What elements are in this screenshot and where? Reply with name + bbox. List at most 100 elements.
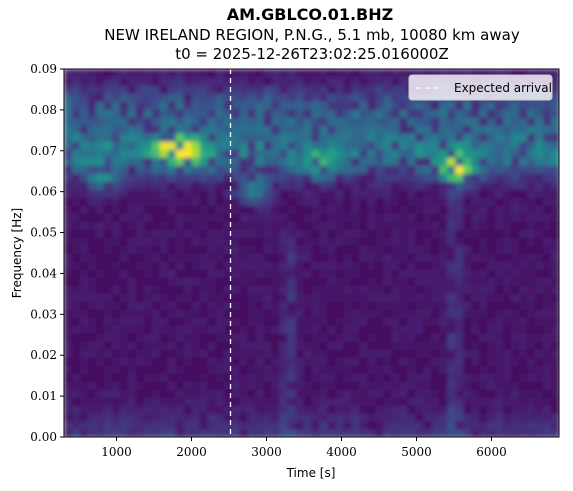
heatmap-cell [295, 77, 305, 86]
heatmap-cell [95, 133, 105, 142]
heatmap-cell [111, 213, 121, 222]
heatmap-cell [79, 277, 89, 286]
heatmap-cell [223, 109, 233, 118]
heatmap-cell [543, 197, 552, 206]
heatmap-cell [215, 381, 225, 390]
heatmap-cell [111, 325, 121, 334]
heatmap-cell [431, 109, 441, 118]
heatmap-cell [199, 309, 209, 318]
heatmap-cell [391, 157, 401, 166]
heatmap-cell [319, 365, 329, 374]
heatmap-cell [359, 229, 369, 238]
heatmap-cell [527, 333, 536, 342]
heatmap-cell [367, 405, 377, 414]
heatmap-cell [487, 189, 496, 198]
heatmap-cell [239, 301, 249, 310]
heatmap-cell [503, 165, 512, 174]
heatmap-cell [495, 309, 504, 318]
heatmap-cell [383, 109, 393, 118]
heatmap-cell [359, 77, 369, 86]
heatmap-cell [383, 285, 393, 294]
heatmap-cell [311, 309, 321, 318]
heatmap-cell [255, 245, 265, 254]
heatmap-cell [87, 381, 97, 390]
heatmap-cell [551, 109, 559, 118]
heatmap-cell [367, 213, 377, 222]
heatmap-cell [479, 189, 488, 198]
heatmap-cell [351, 381, 361, 390]
heatmap-cell [319, 325, 329, 334]
heatmap-cell [71, 245, 81, 254]
heatmap-cell [391, 125, 401, 134]
heatmap-cell [255, 429, 265, 437]
heatmap-cell [119, 229, 129, 238]
heatmap-cell [303, 325, 313, 334]
heatmap-cell [303, 421, 313, 430]
heatmap-cell [135, 93, 145, 102]
heatmap-cell [175, 141, 185, 150]
heatmap-cell [319, 261, 329, 270]
heatmap-cell [191, 93, 201, 102]
heatmap-cell [455, 357, 464, 366]
heatmap-cell [375, 365, 385, 374]
heatmap-cell [263, 237, 273, 246]
heatmap-cell [95, 389, 105, 398]
heatmap-cell [471, 213, 480, 222]
heatmap-cell [175, 109, 185, 118]
heatmap-cell [535, 381, 544, 390]
heatmap-cell [231, 397, 241, 406]
heatmap-cell [487, 149, 496, 158]
heatmap-cell [95, 341, 105, 350]
heatmap-cell [223, 389, 233, 398]
heatmap-cell [423, 213, 433, 222]
heatmap-cell [319, 405, 329, 414]
heatmap-cell [191, 325, 201, 334]
heatmap-cell [511, 285, 520, 294]
heatmap-cell [439, 149, 449, 158]
heatmap-cell [383, 197, 393, 206]
heatmap-cell [64, 117, 73, 126]
heatmap-cell [543, 133, 552, 142]
heatmap-cell [407, 253, 417, 262]
heatmap-cell [263, 389, 273, 398]
heatmap-cell [239, 421, 249, 430]
heatmap-cell [151, 349, 161, 358]
heatmap-cell [495, 277, 504, 286]
heatmap-cell [551, 389, 559, 398]
heatmap-cell [311, 285, 321, 294]
heatmap-cell [79, 85, 89, 94]
heatmap-cell [159, 229, 169, 238]
heatmap-cell [135, 197, 145, 206]
heatmap-cell [551, 237, 559, 246]
heatmap-cell [471, 405, 480, 414]
heatmap-cell [391, 413, 401, 422]
y-tick-label: 0.02 [30, 348, 57, 362]
heatmap-cell [375, 117, 385, 126]
heatmap-cell [303, 69, 313, 78]
heatmap-cell [191, 229, 201, 238]
heatmap-cell [407, 125, 417, 134]
heatmap-cell [463, 349, 472, 358]
heatmap-cell [327, 397, 337, 406]
heatmap-cell [335, 269, 345, 278]
heatmap-cell [111, 261, 121, 270]
heatmap-cell [351, 101, 361, 110]
heatmap-cell [471, 349, 480, 358]
heatmap-cell [327, 93, 337, 102]
heatmap-cell [247, 429, 257, 437]
heatmap-cell [223, 397, 233, 406]
heatmap-cell [71, 405, 81, 414]
heatmap-cell [463, 413, 472, 422]
heatmap-cell [295, 189, 305, 198]
heatmap-cell [279, 125, 289, 134]
heatmap-cell [71, 221, 81, 230]
heatmap-cell [431, 357, 441, 366]
heatmap-cell [359, 429, 369, 437]
heatmap-cell [359, 381, 369, 390]
heatmap-cell [79, 269, 89, 278]
heatmap-cell [367, 197, 377, 206]
heatmap-cell [327, 261, 337, 270]
heatmap-cell [535, 397, 544, 406]
heatmap-cell [375, 165, 385, 174]
heatmap-cell [367, 421, 377, 430]
